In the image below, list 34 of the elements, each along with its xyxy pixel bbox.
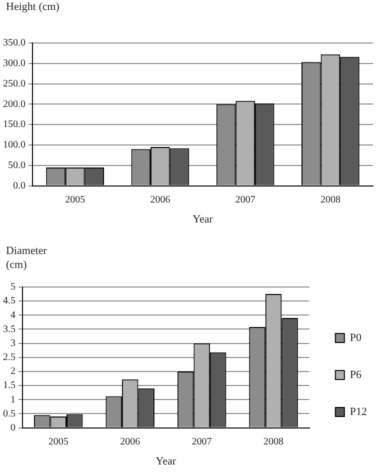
y-tick-label: 2.5 (3, 352, 16, 364)
legend-label: P0 (350, 332, 362, 344)
y-axis-title: Height (cm) (5, 0, 60, 15)
y-tick-label: 2 (10, 366, 16, 378)
y-tick-label: 250.0 (3, 78, 26, 90)
y-tick-label: 0 (10, 422, 16, 434)
y-tick-label: 0.0 (13, 180, 26, 192)
x-tick-label: 2007 (192, 436, 212, 448)
y-tick-label: 3.5 (3, 324, 16, 335)
y-tick-label: 300.0 (3, 58, 26, 70)
y-tick-label: 4 (10, 310, 16, 321)
y-tick-label: 3 (10, 338, 16, 349)
y-tick-label: 150.0 (3, 119, 26, 130)
legend-label: P12 (350, 406, 368, 418)
y-axis-title: Diameter (cm) (5, 244, 48, 273)
y-tick-label: 350.0 (3, 38, 26, 49)
y-tick-label: 200.0 (3, 98, 26, 110)
legend-label: P6 (350, 368, 362, 381)
x-axis-title: Year (156, 455, 176, 468)
y-tick-label: 1 (10, 394, 16, 406)
x-axis-title: Year (192, 213, 214, 226)
x-tick-label: 2007 (235, 194, 256, 206)
x-tick-label: 2008 (264, 436, 284, 448)
y-tick-label: 4.5 (3, 296, 16, 307)
y-tick-label: 100.0 (3, 140, 26, 151)
x-tick-label: 2008 (320, 194, 340, 206)
x-tick-label: 2005 (48, 436, 68, 448)
x-tick-label: 2006 (150, 194, 170, 206)
y-tick-label: 1.5 (3, 380, 16, 392)
x-tick-label: 2006 (120, 436, 140, 448)
y-tick-label: 50.0 (8, 160, 26, 172)
y-tick-label: 0.5 (3, 408, 16, 420)
x-tick-label: 2005 (65, 194, 86, 206)
y-tick-label: 5 (10, 282, 16, 293)
